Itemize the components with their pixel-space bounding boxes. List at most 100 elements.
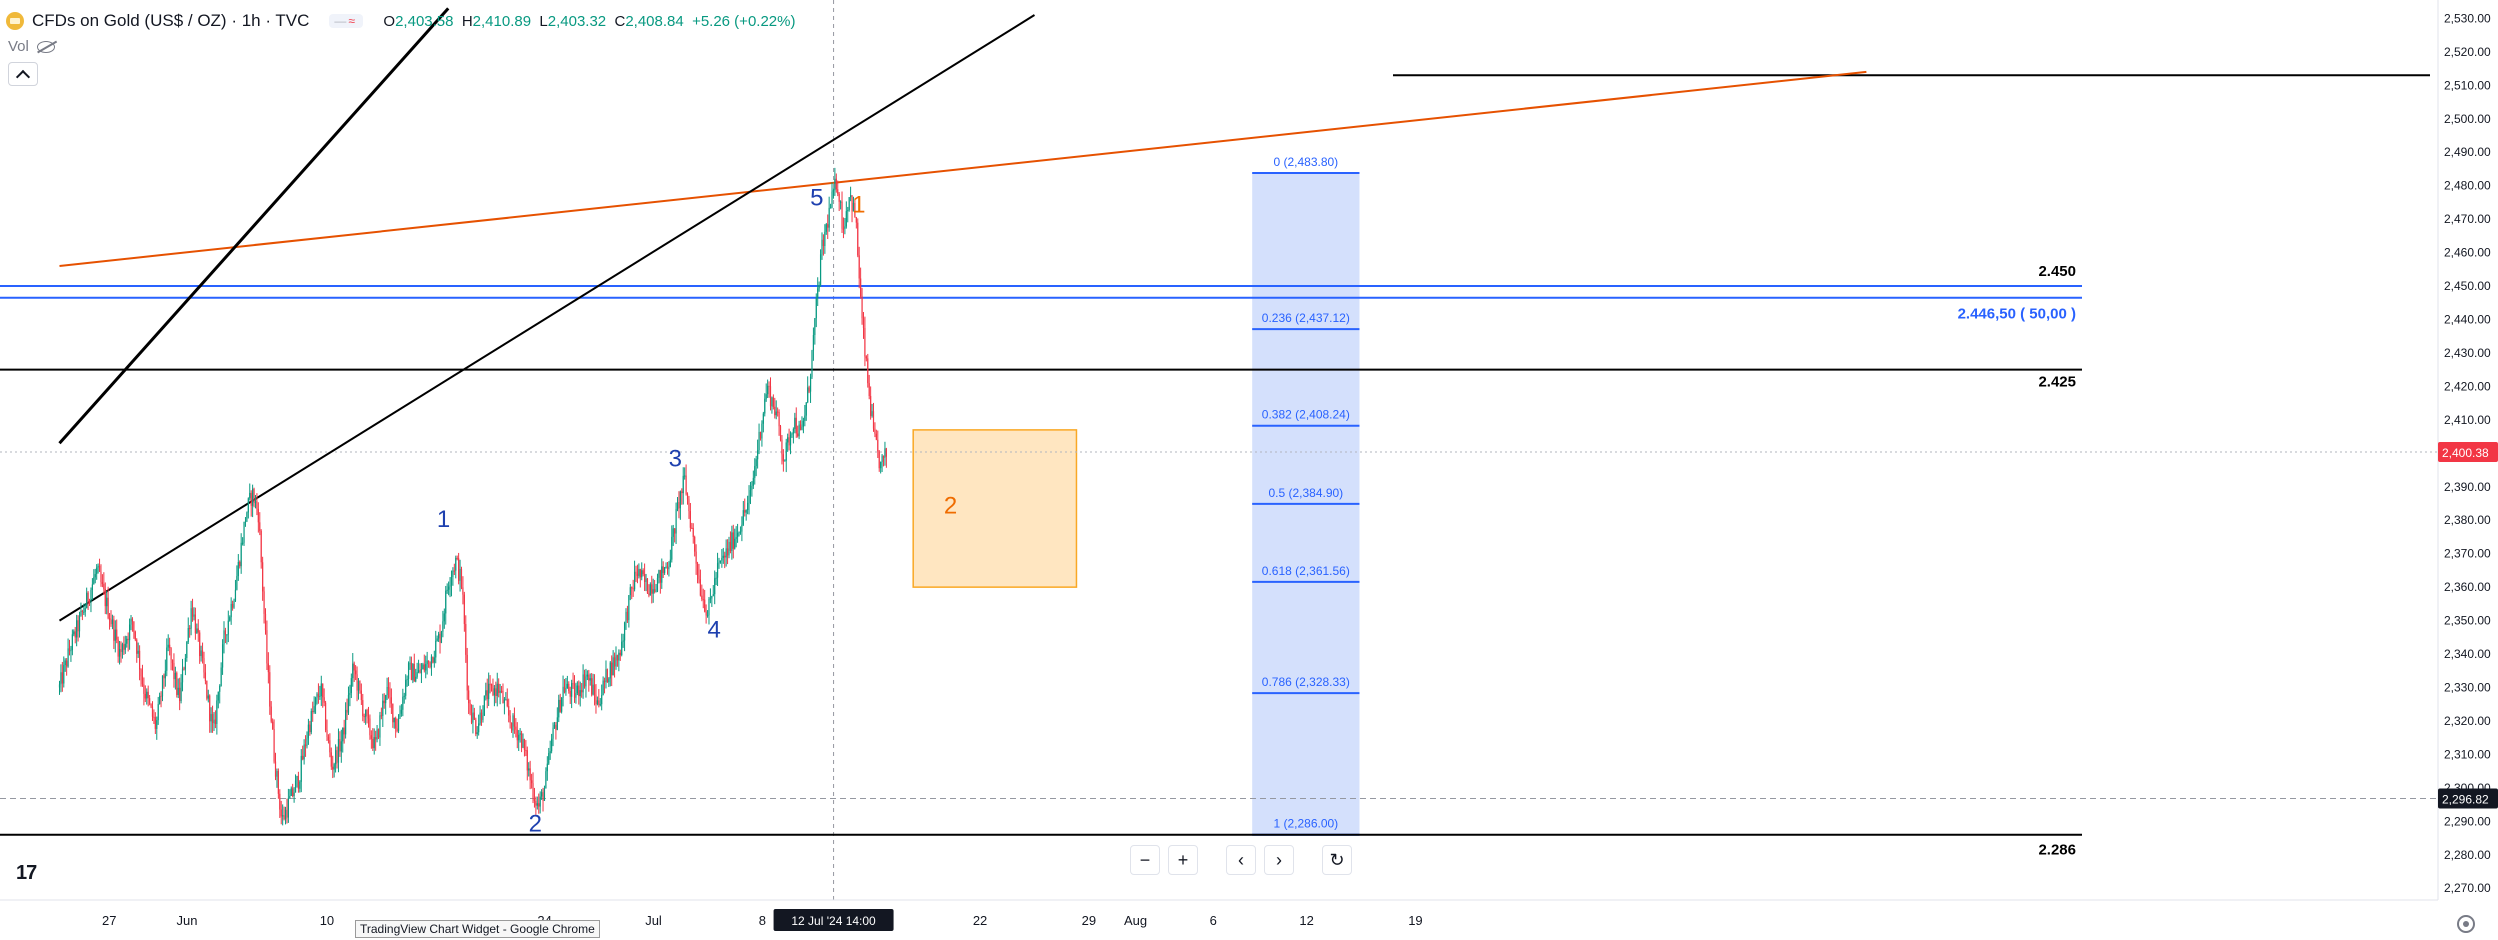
- candle-body: [588, 674, 590, 681]
- candle-body: [332, 766, 334, 770]
- candle-body: [324, 702, 327, 730]
- candle-body: [76, 620, 78, 638]
- collapse-legend-button[interactable]: [8, 62, 38, 86]
- candle-body: [555, 724, 557, 730]
- volume-legend[interactable]: Vol: [8, 38, 55, 55]
- candle-body: [282, 815, 284, 817]
- zoom-in-button[interactable]: +: [1168, 845, 1198, 875]
- candle-body: [433, 657, 435, 663]
- candle-body: [881, 455, 883, 462]
- candle-body: [807, 387, 809, 403]
- wave-icon: ≈: [348, 14, 356, 28]
- candle-body: [60, 672, 62, 685]
- hidden-eye-icon[interactable]: [36, 40, 55, 53]
- candle-body: [864, 327, 866, 357]
- y-tick-label: 2,360.00: [2444, 580, 2491, 594]
- candle-body: [177, 687, 179, 695]
- candle-body: [767, 385, 769, 395]
- candle-body: [578, 685, 580, 697]
- candle-body: [747, 502, 749, 511]
- trendline[interactable]: [59, 70, 1867, 267]
- candle-body: [277, 771, 279, 794]
- reset-chart-button[interactable]: ↻: [1322, 845, 1352, 875]
- candle-body: [179, 687, 181, 702]
- candle-body: [769, 386, 772, 407]
- dashed-price-badge[interactable]: [2438, 788, 2498, 809]
- chart-navigation: − + ‹ › ↻: [1130, 845, 1352, 875]
- candle-body: [832, 190, 835, 192]
- candle-body: [380, 715, 382, 717]
- candle-body: [336, 750, 338, 763]
- candle-body: [684, 475, 686, 477]
- candle-body: [482, 715, 484, 720]
- candle-body: [154, 717, 156, 729]
- candle-body: [601, 695, 603, 705]
- candle-body: [267, 663, 269, 673]
- candle-body: [184, 657, 186, 670]
- fib-level-label: 0.236 (2,437.12): [1262, 311, 1350, 325]
- candle-body: [731, 532, 733, 552]
- scroll-right-button[interactable]: ›: [1264, 845, 1294, 875]
- scroll-left-button[interactable]: ‹: [1226, 845, 1256, 875]
- candle-body: [702, 599, 704, 601]
- trendline[interactable]: [58, 7, 450, 445]
- target-zone-box[interactable]: [912, 429, 1078, 588]
- candle-body: [696, 563, 699, 576]
- candle-body: [642, 570, 644, 575]
- candle-body: [379, 715, 381, 738]
- candle-body: [533, 798, 536, 801]
- candle-body: [426, 660, 428, 665]
- indicator-pill[interactable]: — ≈: [329, 14, 364, 28]
- candle-body: [525, 749, 527, 751]
- candle-body: [448, 586, 450, 590]
- candle-body: [506, 699, 508, 707]
- last-price-badge[interactable]: [2438, 442, 2498, 463]
- candle-body: [108, 618, 111, 621]
- candle-body: [437, 633, 440, 639]
- candle-body: [123, 644, 125, 650]
- candle-body: [104, 589, 106, 607]
- candle-body: [452, 570, 454, 578]
- candle-body: [822, 239, 825, 246]
- trendline[interactable]: [58, 14, 1036, 622]
- candle-body: [622, 640, 624, 642]
- candle-body: [825, 224, 827, 232]
- candle-body: [440, 631, 443, 643]
- candle-body: [721, 557, 723, 561]
- candle-body: [479, 712, 481, 724]
- candle-body: [512, 715, 514, 731]
- candle-body: [279, 793, 281, 810]
- candle-body: [651, 584, 653, 594]
- symbol-title[interactable]: CFDs on Gold (US$ / OZ) · 1h · TVC: [32, 11, 310, 30]
- candle-body: [262, 562, 264, 592]
- candle-body: [591, 678, 593, 695]
- candle-body: [661, 566, 663, 583]
- candle-body: [845, 211, 847, 227]
- candle-body: [768, 385, 770, 387]
- candle-body: [811, 350, 813, 377]
- y-tick-label: 2,420.00: [2444, 379, 2491, 393]
- candle-body: [230, 603, 232, 618]
- candle-body: [860, 278, 862, 297]
- tradingview-logo[interactable]: 17: [16, 862, 37, 884]
- candle-body: [209, 695, 211, 722]
- candle-body: [839, 201, 842, 203]
- zoom-out-button[interactable]: −: [1130, 845, 1160, 875]
- candle-body: [253, 488, 255, 504]
- candle-body: [606, 669, 609, 683]
- candle-body: [124, 643, 126, 650]
- candle-body: [443, 613, 445, 622]
- settings-gear-icon[interactable]: [2457, 915, 2475, 933]
- candle-body: [772, 397, 774, 407]
- candle-body: [425, 664, 427, 671]
- candle-body: [86, 592, 88, 609]
- x-tick-label: Jul: [645, 913, 662, 928]
- candle-body: [214, 719, 217, 724]
- candle-body: [136, 639, 138, 654]
- candle-body: [190, 608, 192, 629]
- candle-body: [196, 628, 198, 634]
- candle-body: [568, 683, 570, 691]
- candle-body: [319, 695, 321, 697]
- candle-body: [765, 394, 767, 399]
